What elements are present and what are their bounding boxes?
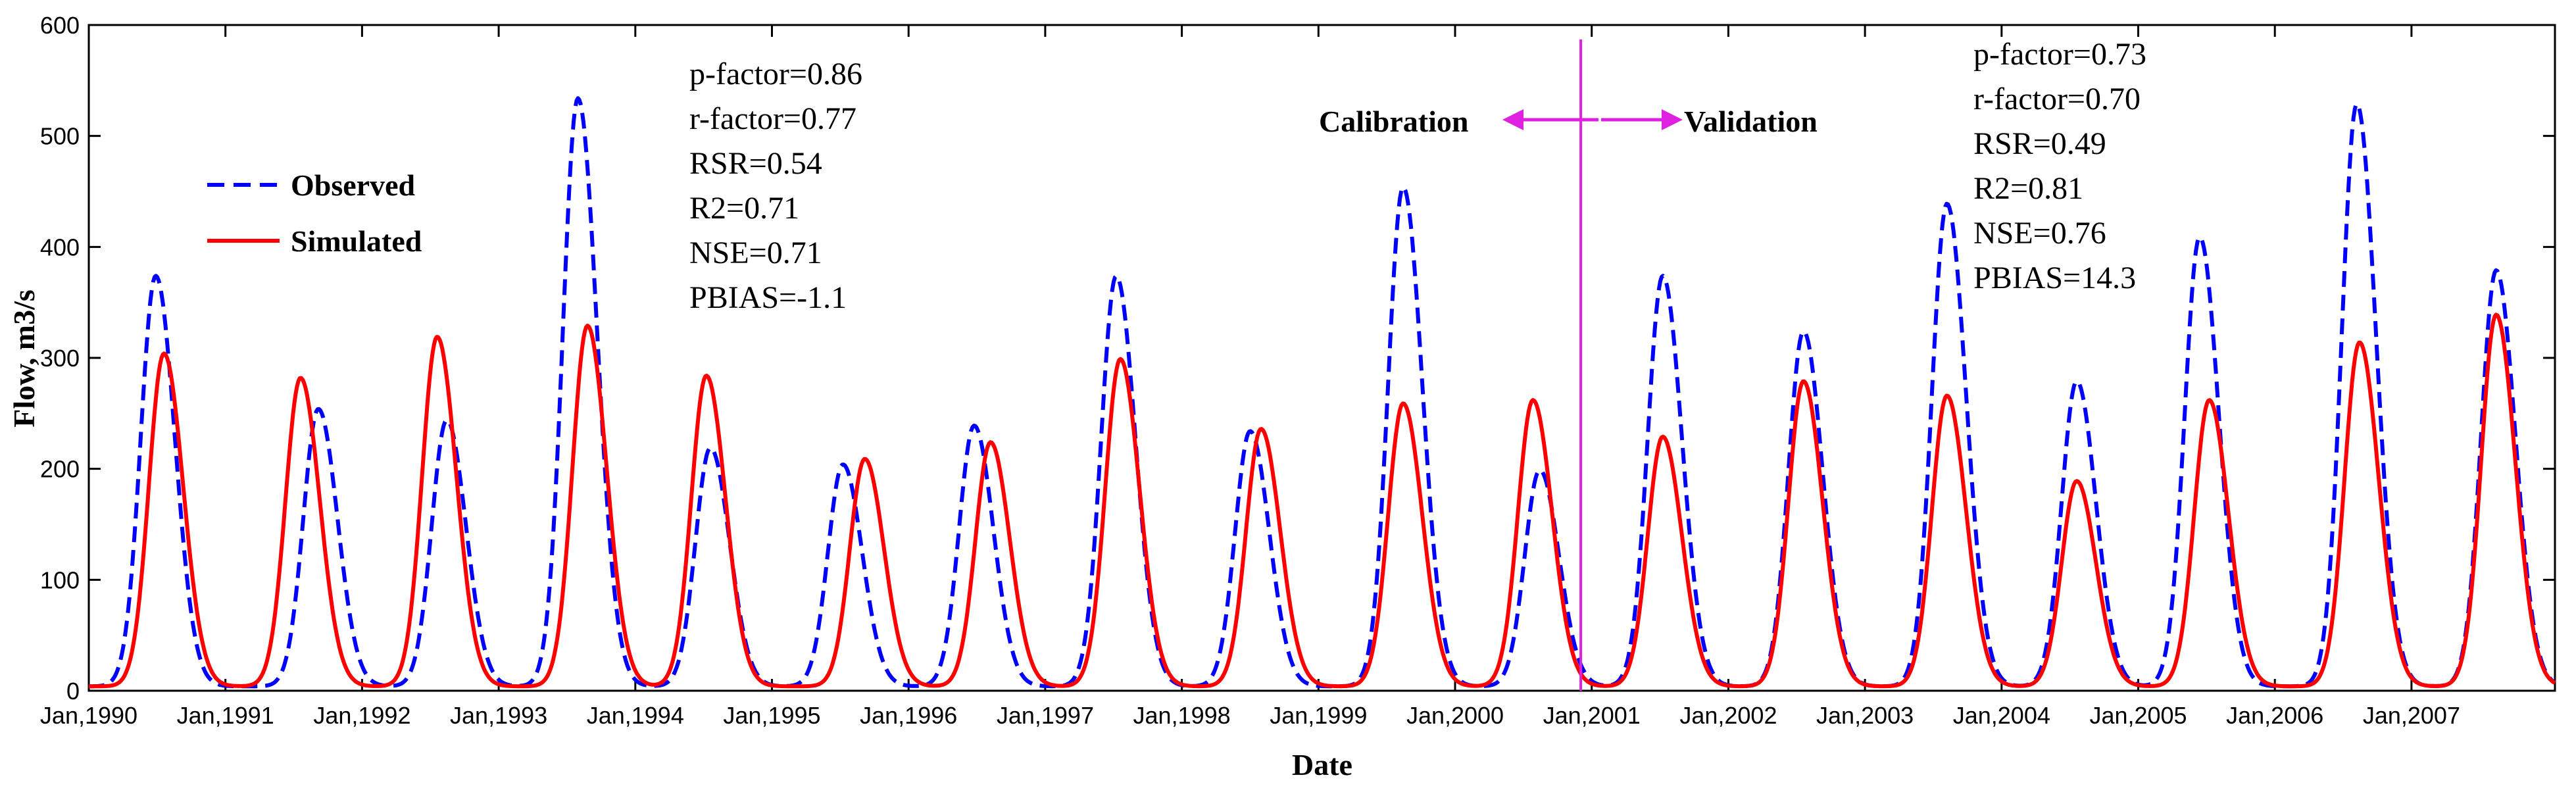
- x-tick-label: Jan,1990: [40, 702, 137, 729]
- x-tick-label: Jan,1993: [450, 702, 547, 729]
- validation-stat: r-factor=0.70: [1973, 82, 2141, 116]
- series-simulated-line: [88, 312, 2556, 689]
- validation-stats: p-factor=0.73 r-factor=0.70 RSR=0.49 R2=…: [1973, 37, 2146, 295]
- validation-stat: PBIAS=14.3: [1973, 261, 2136, 295]
- legend: Observed Simulated: [207, 168, 422, 258]
- x-tick-label: Jan,2004: [1953, 702, 2050, 729]
- x-tick-label: Jan,2003: [1816, 702, 1914, 729]
- validation-stat: NSE=0.76: [1973, 216, 2106, 251]
- x-tick-label: Jan,2001: [1543, 702, 1641, 729]
- x-tick-label: Jan,1994: [587, 702, 684, 729]
- y-axis: 0 100 200 300 400 500 600: [40, 12, 2555, 705]
- series-layer: [88, 96, 2556, 689]
- x-tick-label: Jan,1996: [860, 702, 957, 729]
- x-axis-label: Date: [1292, 748, 1352, 782]
- plot-area: [87, 24, 2556, 692]
- y-tick-label: 0: [66, 678, 80, 705]
- legend-observed-label: Observed: [291, 168, 416, 202]
- x-tick-label: Jan,1992: [313, 702, 410, 729]
- calibration-stat: PBIAS=-1.1: [689, 280, 847, 315]
- y-tick-label: 400: [40, 234, 80, 261]
- calibration-stat: p-factor=0.86: [689, 57, 862, 91]
- validation-stat: RSR=0.49: [1973, 126, 2106, 161]
- calibration-arrowhead: [1502, 109, 1523, 130]
- x-tick-label: Jan,1995: [723, 702, 820, 729]
- y-tick-label: 100: [40, 566, 80, 593]
- validation-arrowhead: [1662, 109, 1683, 130]
- validation-stat: R2=0.81: [1973, 171, 2083, 206]
- legend-simulated-label: Simulated: [291, 224, 422, 258]
- y-tick-label: 500: [40, 123, 80, 150]
- calibration-stat: R2=0.71: [689, 191, 799, 226]
- calibration-stats: p-factor=0.86 r-factor=0.77 RSR=0.54 R2=…: [689, 57, 862, 315]
- calibration-label: Calibration: [1319, 105, 1468, 138]
- x-tick-label: Jan,1991: [177, 702, 274, 729]
- calibration-stat: NSE=0.71: [689, 236, 822, 270]
- x-axis: Jan,1990 Jan,1991 Jan,1992 Jan,1993 Jan,1994…: [40, 25, 2460, 729]
- y-axis-label: Flow, m3/s: [7, 289, 41, 428]
- x-tick-label: Jan,1997: [997, 702, 1094, 729]
- validation-stat: p-factor=0.73: [1973, 37, 2146, 72]
- calibration-stat: RSR=0.54: [689, 146, 822, 181]
- x-tick-label: Jan,1998: [1133, 702, 1231, 729]
- y-tick-label: 600: [40, 12, 80, 39]
- x-tick-label: Jan,2006: [2226, 702, 2323, 729]
- x-tick-label: Jan,2000: [1406, 702, 1504, 729]
- x-tick-label: Jan,2002: [1679, 702, 1777, 729]
- x-tick-label: Jan,2007: [2363, 702, 2460, 729]
- period-divider: Calibration Validation: [1319, 39, 1818, 691]
- calibration-stat: r-factor=0.77: [689, 101, 856, 136]
- y-tick-label: 300: [40, 345, 80, 372]
- validation-label: Validation: [1684, 105, 1818, 138]
- y-tick-label: 200: [40, 456, 80, 483]
- x-tick-label: Jan,2005: [2089, 702, 2187, 729]
- x-tick-label: Jan,1999: [1270, 702, 1367, 729]
